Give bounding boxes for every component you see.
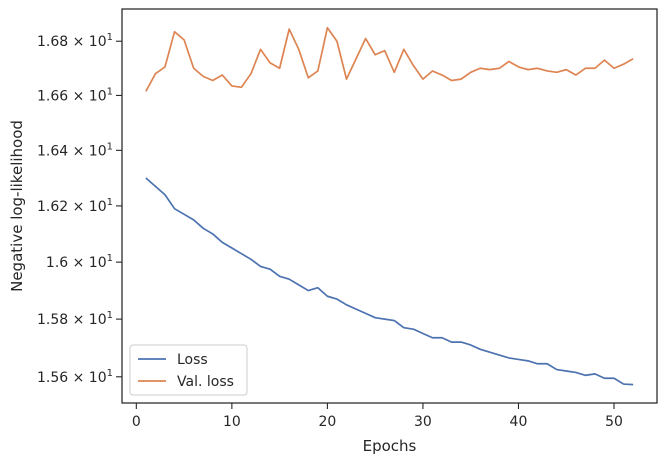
y-tick-label: 1.56 × 101	[37, 368, 113, 386]
y-tick-base: 1.58 × 10	[37, 312, 107, 328]
series-layer	[145, 26, 634, 386]
x-tick-label: 0	[132, 414, 141, 430]
legend-label: Loss	[177, 352, 208, 368]
y-tick-base: 1.62 × 10	[37, 199, 107, 215]
y-tick-base: 1.68 × 10	[37, 34, 107, 50]
y-axis-label: Negative log-likelihood	[8, 120, 26, 292]
y-tick-base: 1.56 × 10	[37, 370, 107, 386]
series-line-loss	[145, 177, 634, 386]
x-tick-label: 20	[318, 414, 336, 430]
legend-label: Val. loss	[177, 374, 234, 390]
y-tick-exponent: 1	[107, 310, 113, 321]
y-tick-exponent: 1	[107, 32, 113, 43]
y-tick-exponent: 1	[107, 141, 113, 152]
y-tick-base: 1.66 × 10	[37, 88, 107, 104]
y-tick-exponent: 1	[107, 368, 113, 379]
y-tick-label: 1.6 × 101	[46, 253, 113, 271]
y-tick-label: 1.62 × 101	[37, 197, 113, 215]
y-tick-base: 1.64 × 10	[37, 143, 107, 159]
series-line-val-loss	[145, 26, 634, 92]
x-axis: 0 10 20 30 40 50	[132, 403, 623, 430]
x-tick-label: 40	[510, 414, 528, 430]
y-tick-label: 1.64 × 101	[37, 141, 113, 159]
y-tick-label: 1.66 × 101	[37, 86, 113, 104]
y-tick-base: 1.6 × 10	[46, 255, 107, 271]
y-tick-exponent: 1	[107, 253, 113, 264]
y-tick-exponent: 1	[107, 197, 113, 208]
legend: Loss Val. loss	[129, 344, 248, 396]
x-tick-label: 30	[414, 414, 432, 430]
x-axis-label: Epochs	[363, 437, 417, 455]
y-tick-exponent: 1	[107, 86, 113, 97]
legend-box	[129, 344, 248, 396]
x-tick-label: 50	[605, 414, 623, 430]
y-tick-label: 1.68 × 101	[37, 32, 113, 50]
x-tick-label: 10	[223, 414, 241, 430]
y-tick-label: 1.58 × 101	[37, 310, 113, 328]
